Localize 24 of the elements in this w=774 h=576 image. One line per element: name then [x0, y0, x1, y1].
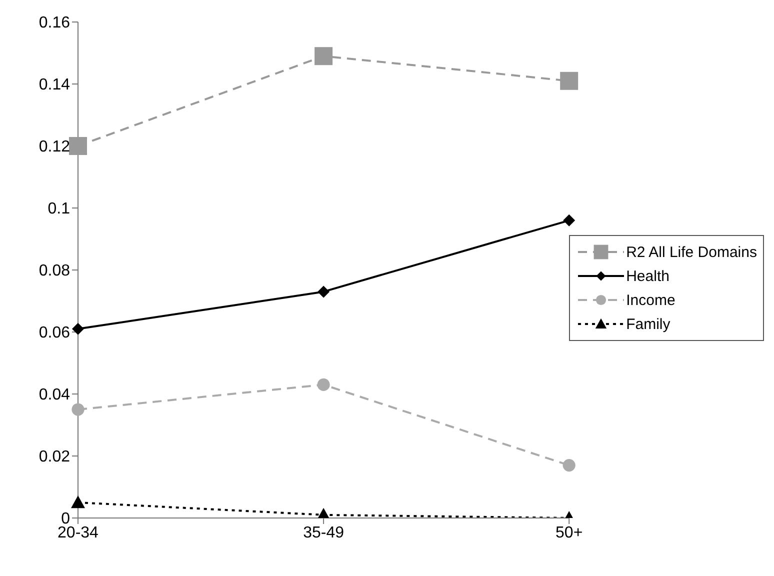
y-tick-label: 0.1 — [48, 200, 70, 218]
point — [72, 322, 84, 335]
y-tick-label: 0.06 — [38, 324, 70, 342]
y-tick-label: 0.08 — [38, 262, 70, 280]
legend-label: Income — [626, 292, 676, 308]
point — [563, 214, 576, 226]
point — [72, 403, 84, 416]
x-tick-label: 50+ — [556, 524, 583, 542]
x-tick-label: 35-49 — [303, 524, 344, 542]
legend-label: Family — [626, 316, 670, 332]
legend-label: R2 All Life Domains — [626, 244, 757, 260]
point — [314, 47, 333, 66]
legend-label: Health — [626, 268, 670, 284]
y-tick-label: 0.04 — [38, 386, 70, 404]
y-tick-label: 0.12 — [38, 138, 70, 156]
y-tick-label: 0.02 — [38, 448, 70, 466]
y-tick-label: 0.16 — [38, 14, 70, 32]
point — [318, 286, 330, 298]
point — [69, 137, 87, 155]
y-tick-label: 0.14 — [38, 76, 70, 94]
point — [317, 378, 330, 391]
point — [562, 459, 576, 472]
point — [560, 72, 578, 90]
point — [71, 496, 85, 508]
